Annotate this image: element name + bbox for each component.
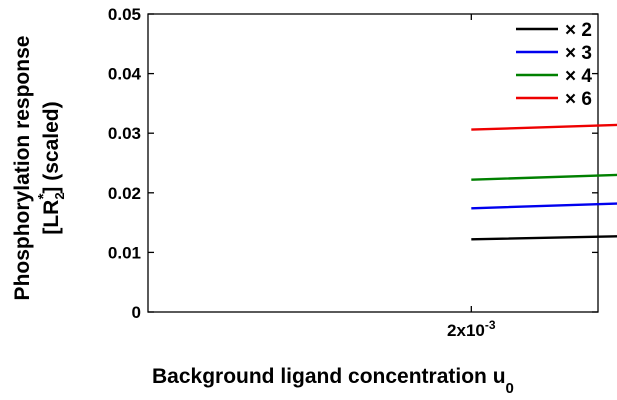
- series-line: [471, 235, 617, 241]
- legend-label: × 3: [565, 43, 592, 64]
- y-axis-title-line2: [LR2*] (scaled): [35, 101, 67, 234]
- x-axis-ticks: 2x10-34x10-38x10-31.6x10-2: [447, 14, 496, 340]
- plot-frame: [147, 13, 599, 313]
- series-line: [471, 123, 617, 131]
- series-lines: [471, 123, 617, 241]
- y-axis-title-line1: Phosphorylation response: [11, 36, 34, 301]
- y-tick-label: 0.04: [108, 65, 142, 84]
- legend: × 2× 3× 4× 6: [516, 20, 592, 110]
- y-axis-title: Phosphorylation response [LR2*] (scaled): [11, 36, 67, 301]
- series-line: [471, 173, 617, 181]
- y-tick-label: 0.01: [108, 243, 141, 262]
- legend-label: × 6: [565, 89, 592, 110]
- series-line: [471, 202, 617, 210]
- y-tick-label: 0.03: [108, 124, 141, 143]
- legend-label: × 4: [565, 66, 592, 87]
- y-axis-ticks: 0 0.01 0.02 0.03 0.04 0.05: [108, 5, 598, 322]
- y-tick-label: 0.02: [108, 184, 141, 203]
- legend-label: × 2: [565, 20, 592, 41]
- x-axis-title: Background ligand concentration u0: [152, 365, 514, 397]
- x-tick-label: 2x10-3: [447, 318, 496, 340]
- y-tick-label: 0.05: [108, 5, 141, 24]
- y-tick-label: 0: [132, 303, 141, 322]
